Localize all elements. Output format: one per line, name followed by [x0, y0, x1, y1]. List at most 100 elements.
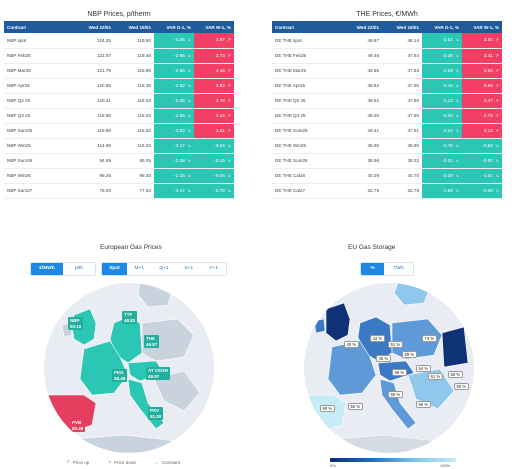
arrow-down-right-icon: ↘ — [493, 172, 499, 178]
tab-m1[interactable]: M+1 — [126, 263, 152, 275]
arrow-down-right-icon: ↘ — [453, 82, 459, 88]
tab-twh[interactable]: TWh — [384, 263, 413, 275]
storage-label[interactable]: 56 % — [416, 401, 431, 408]
tab-eur-mwh[interactable]: €/MWh — [31, 263, 63, 275]
var-d1-cell: -2.95 ↘ — [154, 48, 194, 64]
storage-label[interactable]: 73 % — [422, 335, 437, 342]
var-w1-cell: 3.97 ↗ — [194, 33, 234, 49]
hub-marker-nbp[interactable]: NBP 50.10 — [68, 317, 84, 330]
storage-label[interactable]: 55 % — [454, 383, 469, 390]
hub-marker-peg[interactable]: PEG 48.48 — [112, 369, 128, 382]
storage-label[interactable]: 51 % — [388, 341, 403, 348]
column-header[interactable]: Wed 15/01 — [114, 21, 154, 33]
storage-label[interactable]: 59 % — [392, 369, 407, 376]
hub-marker-psv[interactable]: PSV 51.20 — [148, 407, 164, 420]
table-row[interactable]: NBP Win25 114.99 115.03 -3.17 ↘ -0.04 ↘ — [4, 138, 234, 154]
var-w1-cell: -0.04 ↘ — [194, 168, 234, 184]
storage-label[interactable]: 61 % — [428, 373, 443, 380]
tab-y1[interactable]: Y+1 — [201, 263, 226, 275]
var-d1-cell: -2.16 ↘ — [422, 78, 462, 94]
price-cell: 116.03 — [114, 93, 154, 109]
arrow-up-right-icon: ↗ — [225, 52, 231, 58]
var-w1-cell: 3.13 ↗ — [462, 123, 502, 139]
the-table-title: THE Prices, €/MWh — [356, 11, 418, 18]
var-d1-cell: -2.62 ↘ — [154, 78, 194, 94]
table-row[interactable]: NBP Q2 25 120.41 116.03 -2.48 ↘ 3.78 ↗ — [4, 93, 234, 109]
var-d1-cell: -2.18 ↘ — [154, 168, 194, 184]
arrow-down-right-icon: ↘ — [453, 172, 459, 178]
table-row[interactable]: DE THE Cal27 32.75 32.78 -1.68 ↘ -0.08 ↘ — [272, 183, 502, 199]
contract-cell: NBP Sum26 — [4, 153, 74, 169]
arrow-down-right-icon: ↘ — [225, 187, 231, 193]
var-w1-cell: 3.61 ↗ — [194, 123, 234, 139]
var-w1-cell: -0.04 ↘ — [194, 138, 234, 154]
table-row[interactable]: NBP spot 124.25 119.50 -4.05 ↘ 3.97 ↗ — [4, 33, 234, 49]
table-row[interactable]: DE THE spot 49.87 48.14 -2.51 ↘ 3.60 ↗ — [272, 33, 502, 49]
table-row[interactable]: NBP Feb25 122.87 118.45 -2.95 ↘ 3.73 ↗ — [4, 48, 234, 64]
tab-s1[interactable]: S+1 — [176, 263, 202, 275]
table-row[interactable]: DE THE Q2 25 49.52 47.86 -2.13 ↘ 3.47 ↗ — [272, 93, 502, 109]
table-row[interactable]: NBP Sum26 94.89 95.05 -2.28 ↘ -0.16 ↘ — [4, 153, 234, 169]
table-row[interactable]: NBP Sum25 119.69 115.52 -2.52 ↘ 3.61 ↗ — [4, 123, 234, 139]
table-row[interactable]: NBP Win26 96.26 96.30 -2.18 ↘ -0.04 ↘ — [4, 168, 234, 184]
table-row[interactable]: DE THE Win25 45.65 45.90 -2.76 ↘ -0.53 ↘ — [272, 138, 502, 154]
table-row[interactable]: DE THE Q3 25 49.30 47.96 -2.28 ↘ 2.79 ↗ — [272, 108, 502, 124]
storage-label[interactable]: 90 % — [320, 405, 335, 412]
contract-cell: DE THE Win25 — [272, 138, 342, 154]
var-w1-cell: -0.79 ↘ — [194, 183, 234, 199]
table-row[interactable]: NBP Q3 25 118.98 115.03 -2.55 ↘ 3.44 ↗ — [4, 108, 234, 124]
table-row[interactable]: DE THE Sum26 38.96 39.32 -2.31 ↘ -0.92 ↘ — [272, 153, 502, 169]
column-header[interactable]: VAR W-1, % — [194, 21, 234, 33]
var-d1-cell: -2.39 ↘ — [422, 168, 462, 184]
hub-marker-at-cegh[interactable]: AT CEGH 49.97 — [146, 367, 170, 380]
arrow-up-right-icon: ↗ — [66, 459, 70, 464]
tab-q1[interactable]: Q+1 — [151, 263, 177, 275]
storage-label[interactable]: 43 % — [370, 335, 385, 342]
legend-constant: → Constant — [154, 459, 180, 465]
storage-label[interactable]: 65 % — [388, 391, 403, 398]
gas-storage-map[interactable]: 40 % 43 % 51 % 73 % 59 % 45 % 54 % 61 % … — [304, 283, 474, 453]
unit-tabs: €/MWh p/th — [30, 262, 96, 276]
contract-cell: DE THE Sum25 — [272, 123, 342, 139]
hub-marker-pvb[interactable]: PVB 50.49 — [70, 419, 86, 432]
the-table: Contract Wed 22/01 Wed 15/01 VAR D-1, % … — [272, 21, 502, 199]
storage-label[interactable]: 40 % — [344, 341, 359, 348]
var-w1-cell: 4.16 ↗ — [194, 63, 234, 79]
column-header[interactable]: Contract — [4, 21, 74, 33]
price-cell: 45.90 — [382, 138, 422, 154]
column-header[interactable]: VAR D-1, % — [422, 21, 462, 33]
storage-label[interactable]: 54 % — [416, 365, 431, 372]
storage-color-scale — [330, 458, 456, 462]
table-row[interactable]: DE THE Sum25 49.41 47.91 -2.22 ↘ 3.13 ↗ — [272, 123, 502, 139]
column-header[interactable]: VAR D-1, % — [154, 21, 194, 33]
column-header[interactable]: Wed 22/01 — [342, 21, 382, 33]
hub-marker-ttf[interactable]: TTF 48.82 — [122, 311, 138, 324]
column-header[interactable]: Wed 15/01 — [382, 21, 422, 33]
table-row[interactable]: NBP Mar25 121.79 116.95 -2.65 ↘ 4.16 ↗ — [4, 63, 234, 79]
arrow-down-right-icon: ↘ — [453, 127, 459, 133]
tab-percent[interactable]: % — [361, 263, 385, 275]
storage-label[interactable]: 56 % — [448, 371, 463, 378]
column-header[interactable]: Contract — [272, 21, 342, 33]
tab-spot[interactable]: Spot — [102, 263, 127, 275]
table-row[interactable]: DE THE Apr25 49.62 47.90 -2.16 ↘ 3.59 ↗ — [272, 78, 502, 94]
storage-label[interactable]: 59 % — [402, 351, 417, 358]
table-row[interactable]: DE THE Feb25 49.48 47.84 -2.38 ↘ 3.41 ↗ — [272, 48, 502, 64]
arrow-up-right-icon: ↗ — [225, 112, 231, 118]
storage-label[interactable]: 55 % — [348, 403, 363, 410]
price-cell: 119.50 — [114, 33, 154, 49]
storage-label[interactable]: 45 % — [376, 355, 391, 362]
column-header[interactable]: VAR W-1, % — [462, 21, 502, 33]
table-row[interactable]: NBP Apr25 120.85 116.39 -2.62 ↘ 3.83 ↗ — [4, 78, 234, 94]
contract-cell: DE THE spot — [272, 33, 342, 49]
price-cell: 47.83 — [382, 63, 422, 79]
price-cell: 119.69 — [74, 123, 114, 139]
gas-prices-map[interactable]: NBP 50.10 TTF 48.82 THE 49.87 PEG 48.48 AT C… — [44, 283, 214, 453]
table-row[interactable]: DE THE Cal26 40.29 40.70 -2.39 ↘ -1.01 ↘ — [272, 168, 502, 184]
table-row[interactable]: DE THE Mar25 49.55 47.83 -2.29 ↘ 3.60 ↗ — [272, 63, 502, 79]
hub-marker-the[interactable]: THE 49.87 — [144, 335, 160, 348]
table-row[interactable]: NBP Sum27 76.93 77.54 -2.47 ↘ -0.79 ↘ — [4, 183, 234, 199]
column-header[interactable]: Wed 22/01 — [74, 21, 114, 33]
tab-p-th[interactable]: p/th — [63, 263, 95, 275]
price-cell: 116.39 — [114, 78, 154, 94]
